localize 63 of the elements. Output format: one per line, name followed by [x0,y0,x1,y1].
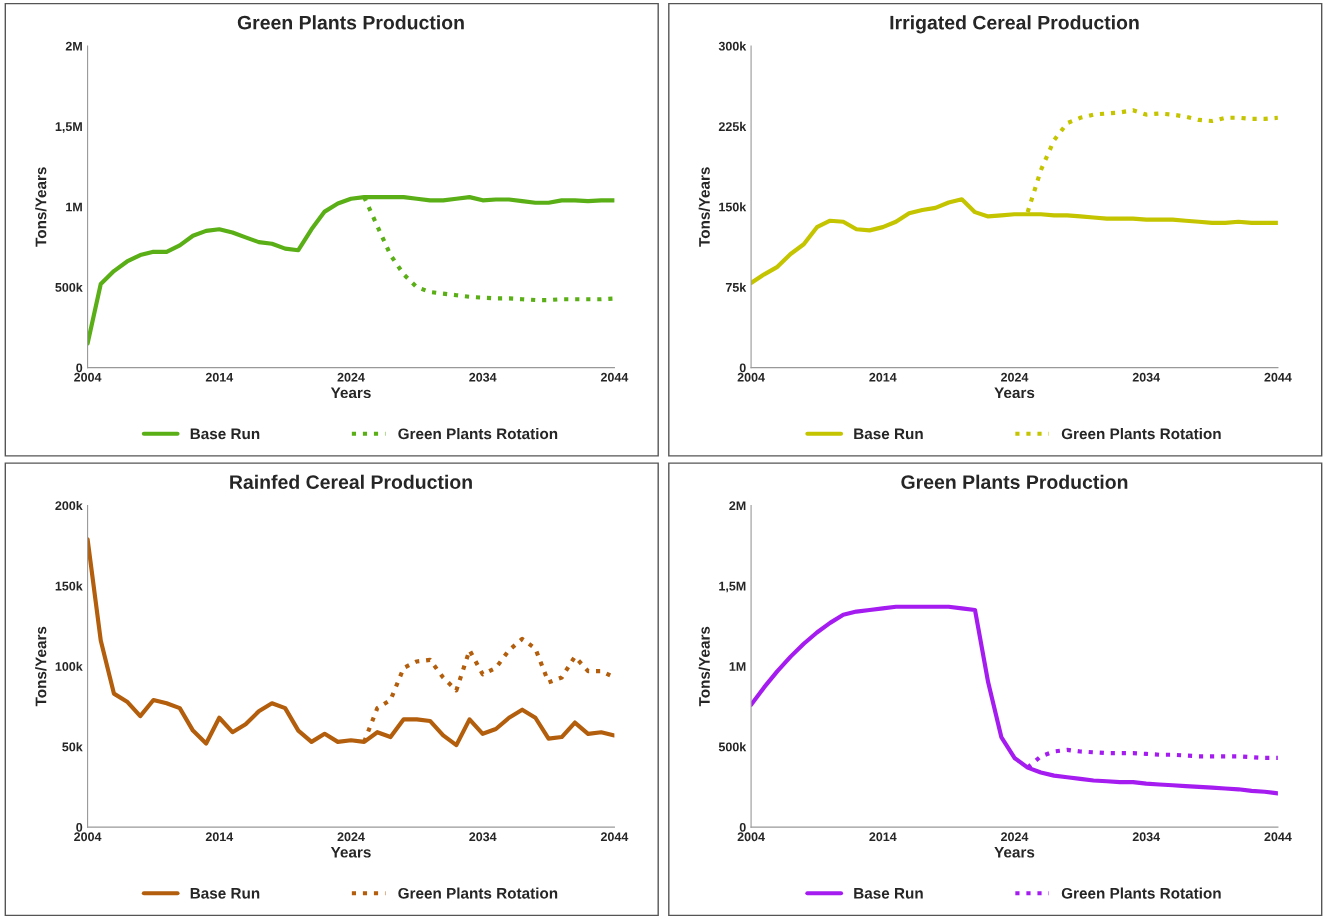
legend-label: Base Run [190,888,260,899]
x-tick-label: 2014 [205,832,234,842]
chart-title: Rainfed Cereal Production [230,474,472,489]
y-tick-label: 1M [66,202,82,212]
legend-label: Base Run [854,428,923,440]
y-tick-label: 2M [729,501,746,510]
x-axis-title: Years [994,387,1035,399]
legend-label: Green Plants Rotation [1061,887,1221,899]
y-tick-label: 500k [718,742,747,752]
y-tick-label: 150k [55,581,83,591]
y-axis-title: Tons/Years [35,626,47,707]
y-tick-label: 1M [729,662,746,671]
y-tick-label: 200k [55,500,83,511]
y-axis-title: Tons/Years [698,167,710,247]
x-axis-title: Years [330,387,371,399]
y-tick-label: 0 [76,822,83,832]
y-tick-label: 0 [739,363,746,373]
x-tick-label: 2034 [1132,832,1161,842]
legend-label: Base Run [190,428,260,440]
x-tick-label: 2034 [1132,372,1161,382]
chart-title: Green Plants Production [237,15,464,30]
y-axis-title: Tons/Years [698,626,710,707]
y-tick-label: 0 [739,822,746,832]
chart-title: Green Plants Production [901,474,1128,489]
y-tick-label: 1,5M [55,122,82,133]
x-tick-label: 2004 [737,832,765,842]
x-tick-label: 2014 [869,372,897,382]
x-tick-label: 2044 [600,832,629,842]
line-series [87,195,615,346]
x-tick-label: 2024 [337,372,365,382]
x-tick-label: 2044 [1264,832,1292,842]
line-series [87,537,615,748]
x-tick-label: 2014 [869,832,897,842]
x-tick-label: 2044 [1264,372,1292,382]
x-axis-title: Years [994,846,1035,858]
y-tick-label: 75k [725,282,747,292]
chart-title: Irrigated Cereal Production [890,15,1139,34]
legend-label: Green Plants Rotation [398,887,558,899]
y-tick-label: 500k [55,282,83,292]
legend-label: Green Plants Rotation [398,427,558,440]
x-tick-label: 2034 [469,372,497,382]
x-tick-label: 2044 [600,372,629,382]
y-tick-label: 150k [719,202,747,212]
legend-label: Green Plants Rotation [1061,427,1221,440]
x-tick-label: 2034 [469,832,497,842]
y-tick-label: 50k [62,742,83,752]
y-tick-label: 300k [718,41,747,51]
x-tick-label: 2014 [205,372,234,382]
x-tick-label: 2024 [337,832,365,842]
x-tick-label: 2024 [1001,372,1029,382]
x-tick-label: 2004 [74,832,102,842]
y-tick-label: 100k [55,661,83,671]
y-tick-label: 225k [718,121,747,132]
line-series [751,604,1278,796]
legend-label: Base Run [854,888,923,899]
x-tick-label: 2024 [1001,832,1029,842]
y-axis-title: Tons/Years [35,167,47,247]
x-tick-label: 2004 [74,372,102,382]
y-tick-label: 2M [65,41,82,51]
x-tick-label: 2004 [737,372,765,382]
x-axis-title: Years [330,846,371,858]
y-tick-label: 1,5M [719,581,746,593]
y-tick-label: 0 [76,363,83,373]
